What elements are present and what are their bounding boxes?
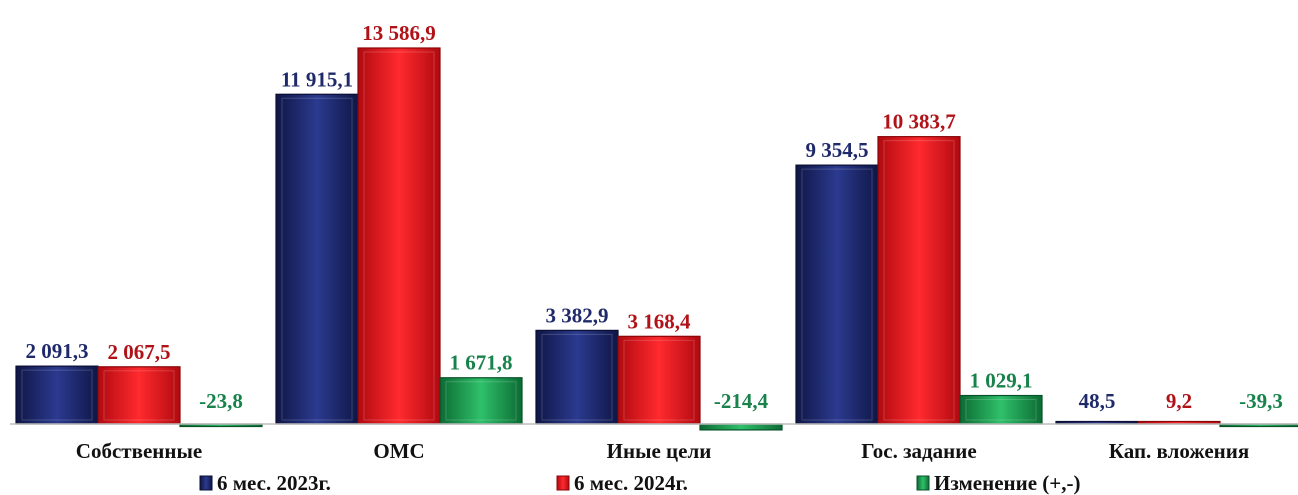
bar-2-1 [97,366,181,425]
category-label: Гос. задание [861,439,976,463]
bar-1-2 [275,93,359,425]
bar-bevel-2-4 [883,140,955,421]
bar-bevel-1-2 [281,97,353,421]
legend: 6 мес. 2023г. 6 мес. 2024г. Изменение (+,-… [199,471,1081,495]
bar-1-4 [795,164,879,425]
bar-bevel-2-1 [103,370,175,421]
value-label-2-2: 13 586,9 [362,21,436,45]
bar-bevel-3-4 [965,399,1037,421]
value-label-3-5: -39,3 [1239,389,1283,413]
category-label: Иные цели [607,439,712,463]
bar-bevel-2-3 [623,339,695,421]
value-label-1-1: 2 091,3 [26,339,89,363]
value-label-1-2: 11 915,1 [281,67,353,91]
bar-1-3 [535,329,619,425]
value-label-3-4: 1 029,1 [970,369,1033,393]
bar-bevel-1-1 [21,369,93,421]
value-label-1-3: 3 382,9 [546,303,609,327]
value-label-2-4: 10 383,7 [882,110,956,134]
value-label-2-1: 2 067,5 [108,340,171,364]
value-labels: 2 091,3 2 067,5 -23,8 11 915,1 13 586,9 1 671… [26,21,1283,413]
value-label-1-4: 9 354,5 [806,138,869,162]
legend-swatch-3 [916,475,930,491]
bar-2-4 [877,136,961,425]
legend-label-1: 6 мес. 2023г. [217,471,331,495]
bar-bevel-1-4 [801,168,873,421]
legend-swatch-1 [199,475,213,491]
value-label-3-2: 1 671,8 [450,351,513,375]
bar-2-3 [617,335,701,425]
value-label-2-5: 9,2 [1166,389,1192,413]
value-label-3-3: -214,4 [714,389,769,413]
value-label-1-5: 48,5 [1079,389,1116,413]
value-label-3-1: -23,8 [199,389,243,413]
bar-3-4 [959,394,1043,425]
bar-1-1 [15,365,99,425]
bar-bevel-1-3 [541,333,613,421]
legend-label-2: 6 мес. 2024г. [574,471,688,495]
bar-bevel-2-2 [363,51,435,421]
category-labels: Собственные ОМС Иные цели Гос. задание Кап. … [76,439,1249,463]
category-label: ОМС [373,439,424,463]
bar-3-2 [439,377,523,425]
legend-swatch-2 [556,475,570,491]
bar-3-3 [699,423,783,431]
bar-bevel-3-2 [445,381,517,421]
bar-2-2 [357,47,441,425]
value-label-2-3: 3 168,4 [628,309,692,333]
category-label: Собственные [76,439,202,463]
category-label: Кап. вложения [1109,439,1249,463]
legend-label-3: Изменение (+,-) [934,471,1081,495]
bars-layer [15,47,1298,431]
